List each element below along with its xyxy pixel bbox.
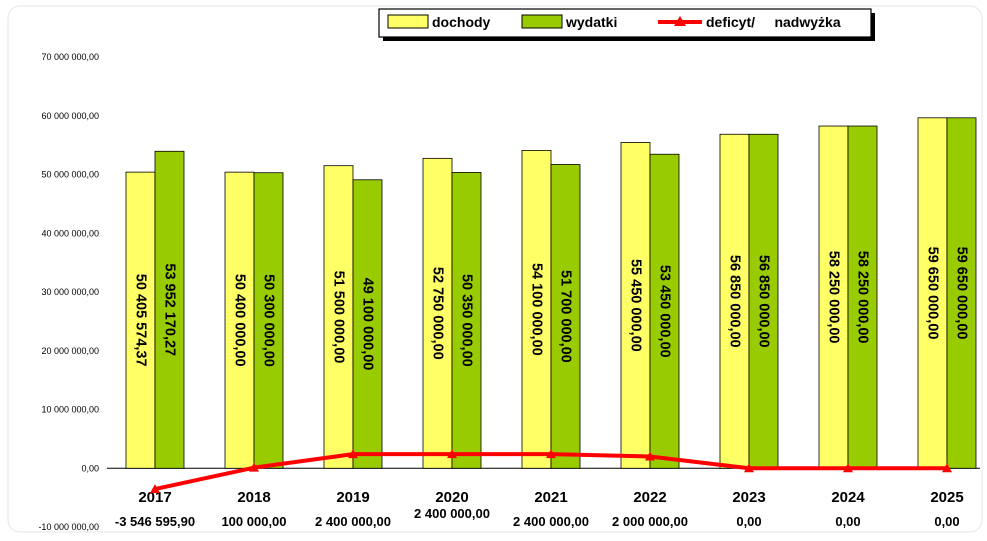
label-deficyt-2025: 0,00	[934, 514, 959, 529]
marker-deficyt-2017	[150, 484, 160, 494]
bar-wydatki-2017	[154, 150, 185, 469]
label-dochody-2023: 56 850 000,00	[727, 255, 743, 348]
bar-dochody-2023	[719, 133, 750, 469]
bar-dochody-2024	[818, 125, 849, 469]
label-dochody-2021: 54 100 000,00	[529, 263, 545, 356]
y-tick-label: 40 000 000,00	[41, 228, 99, 238]
y-tick-label: 60 000 000,00	[41, 111, 99, 121]
bar-wydatki-2019	[352, 179, 383, 469]
y-tick-label: 50 000 000,00	[41, 170, 99, 180]
bar-dochody-2019	[323, 165, 354, 469]
label-wydatki-2018: 50 300 000,00	[261, 274, 277, 367]
label-deficyt-2024: 0,00	[835, 514, 860, 529]
marker-deficyt-2019	[348, 449, 358, 459]
label-wydatki-2017: 53 952 170,27	[162, 263, 178, 356]
bar-dochody-2022	[620, 142, 651, 469]
label-deficyt-2017: -3 546 595,90	[115, 514, 195, 529]
marker-deficyt-2020	[447, 449, 457, 459]
x-tick-label-2018: 2018	[237, 489, 270, 506]
legend-label-wydatki: wydatki	[565, 14, 617, 30]
x-tick-label-2019: 2019	[336, 489, 369, 506]
legend-label-dochody: dochody	[432, 14, 491, 30]
label-dochody-2025: 59 650 000,00	[925, 247, 941, 340]
label-wydatki-2025: 59 650 000,00	[954, 247, 970, 340]
legend-swatch-wydatki	[521, 14, 563, 29]
bar-dochody-2025	[917, 117, 948, 469]
y-tick-label: 0,00	[81, 463, 99, 473]
bar-dochody-2020	[422, 157, 453, 469]
label-deficyt-2018: 100 000,00	[221, 514, 286, 529]
label-deficyt-2019: 2 400 000,00	[315, 514, 391, 529]
label-wydatki-2021: 51 700 000,00	[558, 270, 574, 363]
bar-wydatki-2025	[946, 117, 977, 469]
y-tick-label: -10 000 000,00	[38, 522, 99, 532]
label-dochody-2018: 50 400 000,00	[232, 274, 248, 367]
x-tick-label-2021: 2021	[534, 489, 567, 506]
label-deficyt-2022: 2 000 000,00	[612, 514, 688, 529]
bar-wydatki-2020	[451, 172, 482, 469]
label-wydatki-2024: 58 250 000,00	[855, 251, 871, 344]
y-tick-label: 30 000 000,00	[41, 287, 99, 297]
bar-wydatki-2018	[253, 172, 284, 469]
legend-box	[378, 8, 872, 38]
x-tick-label-2022: 2022	[633, 489, 666, 506]
label-deficyt-2020: 2 400 000,00	[414, 506, 490, 521]
bar-wydatki-2021	[550, 164, 581, 469]
x-tick-label-2025: 2025	[930, 489, 963, 506]
label-wydatki-2020: 50 350 000,00	[459, 274, 475, 367]
label-dochody-2024: 58 250 000,00	[826, 251, 842, 344]
marker-deficyt-2018	[249, 462, 259, 472]
bar-wydatki-2022	[649, 153, 680, 469]
x-tick-label-2017: 2017	[138, 489, 171, 506]
x-tick-label-2023: 2023	[732, 489, 765, 506]
bar-dochody-2018	[224, 171, 255, 469]
label-wydatki-2022: 53 450 000,00	[657, 265, 673, 358]
marker-deficyt-2021	[546, 449, 556, 459]
x-tick-label-2020: 2020	[435, 489, 468, 506]
label-dochody-2020: 52 750 000,00	[430, 267, 446, 360]
x-tick-label-2024: 2024	[831, 489, 865, 506]
marker-deficyt-2023	[744, 463, 754, 473]
label-dochody-2022: 55 450 000,00	[628, 259, 644, 352]
marker-deficyt-2022	[645, 451, 655, 461]
label-dochody-2019: 51 500 000,00	[331, 271, 347, 364]
label-wydatki-2019: 49 100 000,00	[360, 278, 376, 371]
legend-label-deficyt: deficyt/ nadwyżka	[706, 14, 841, 30]
label-dochody-2017: 50 405 574,37	[133, 274, 149, 367]
y-tick-label: 70 000 000,00	[41, 52, 99, 62]
legend-swatch-dochody	[387, 14, 429, 29]
bar-dochody-2021	[521, 150, 552, 469]
label-wydatki-2023: 56 850 000,00	[756, 255, 772, 348]
y-tick-label: 20 000 000,00	[41, 346, 99, 356]
legend-marker-deficyt	[674, 16, 686, 26]
bar-wydatki-2023	[748, 133, 779, 469]
marker-deficyt-2024	[843, 463, 853, 473]
label-deficyt-2023: 0,00	[736, 514, 761, 529]
y-tick-label: 10 000 000,00	[41, 405, 99, 415]
bar-dochody-2017	[125, 171, 156, 469]
marker-deficyt-2025	[942, 463, 952, 473]
label-deficyt-2021: 2 400 000,00	[513, 514, 589, 529]
